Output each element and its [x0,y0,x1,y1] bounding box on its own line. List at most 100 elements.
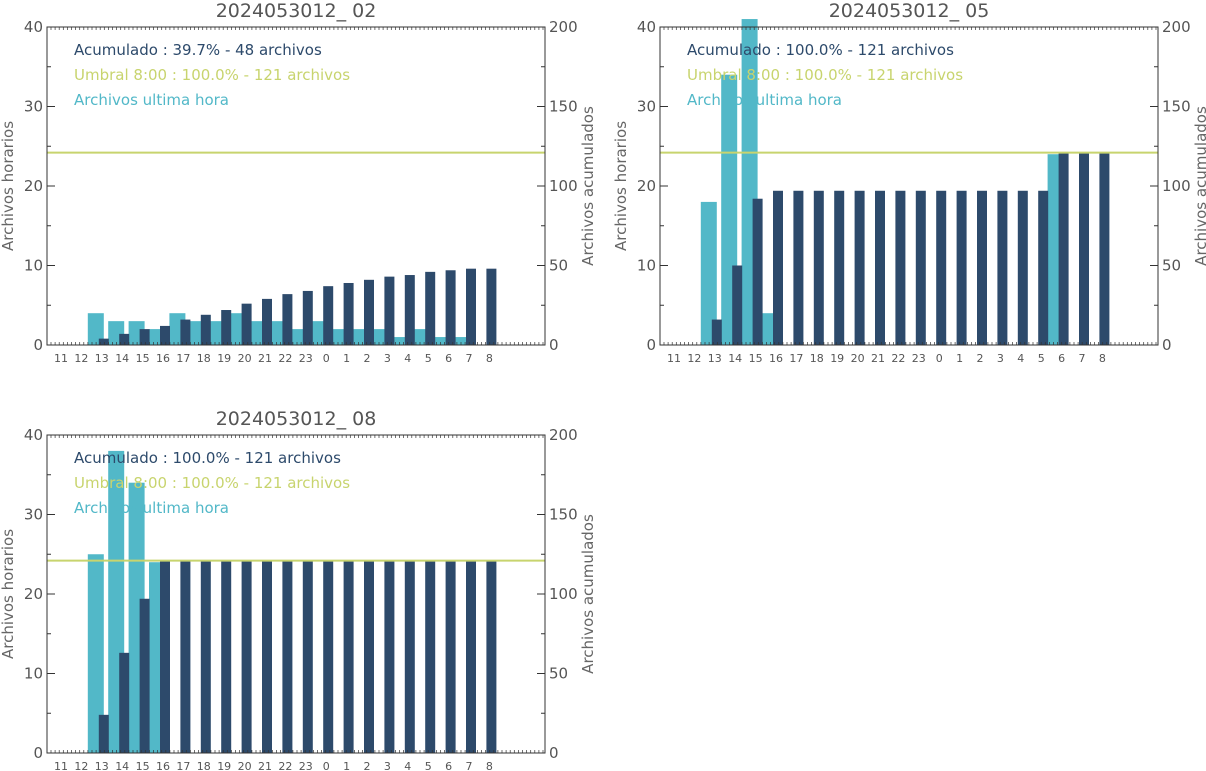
x-tick-label: 1 [956,352,963,365]
chart-title: 2024053012_ 08 [216,408,377,430]
x-tick-label: 22 [278,760,292,771]
hourly-bar [700,201,717,345]
hourly-bar [87,313,104,345]
legend-entry-hourly: Archivos ultima hora [74,91,229,109]
x-tick-label: 7 [466,352,473,365]
cumulative-bar [404,275,415,345]
x-tick-label: 5 [425,760,432,771]
legend-entry-hourly: Archivos ultima hora [687,91,842,109]
x-tick-label: 16 [156,760,170,771]
y-right-tick-label: 50 [549,665,568,683]
cumulative-bar [1038,190,1049,345]
cumulative-bar [466,560,476,753]
cumulative-bar [160,325,170,345]
chart-title: 2024053012_ 02 [216,0,377,22]
cumulative-bar [854,190,865,345]
x-tick-label: 6 [445,352,452,365]
y-right-tick-label: 0 [1162,336,1172,354]
cumulative-bar [711,319,722,345]
cumulative-bar [997,190,1008,345]
cumulative-bar [200,314,211,345]
y-right-tick-label: 100 [549,177,578,195]
x-tick-label: 14 [115,760,129,771]
cumulative-bar [282,294,293,345]
cumulative-bar [1017,190,1028,345]
x-tick-label: 17 [176,352,190,365]
y-right-tick-label: 100 [1162,177,1191,195]
cumulative-bar [221,560,232,753]
cumulative-bar [486,268,497,345]
cumulative-bar [813,190,824,345]
x-tick-label: 19 [217,352,231,365]
cumulative-bar [139,598,150,753]
cumulative-bar [486,560,497,753]
y-left-tick-label: 10 [24,665,43,683]
x-tick-label: 19 [217,760,231,771]
y-left-tick-label: 30 [24,98,43,116]
cumulative-bar [139,329,150,345]
cumulative-bar [466,268,476,345]
x-tick-label: 21 [871,352,885,365]
y-right-axis-label: Archivos acumulados [579,514,597,674]
y-right-tick-label: 0 [549,744,559,762]
cumulative-bar [384,276,395,345]
cumulative-bar [445,270,456,345]
cumulative-bar [1099,152,1110,345]
y-left-axis-label: Archivos horarios [0,121,17,251]
cumulative-bar [343,560,354,753]
cumulative-bar [119,652,130,753]
hourly-bar [434,337,451,345]
cumulative-bar [956,190,967,345]
x-tick-label: 1 [343,760,350,771]
x-tick-label: 22 [891,352,905,365]
cumulative-bar [119,333,130,345]
x-tick-label: 7 [466,760,473,771]
hourly-bar [455,337,471,345]
cumulative-bar [834,190,845,345]
x-tick-label: 15 [136,352,150,365]
y-right-tick-label: 200 [549,18,578,36]
x-tick-label: 8 [486,352,493,365]
x-tick-label: 5 [425,352,432,365]
y-left-tick-label: 30 [637,98,656,116]
cumulative-bar [98,714,109,753]
x-tick-label: 0 [323,352,330,365]
x-tick-label: 12 [74,352,88,365]
x-tick-label: 19 [830,352,844,365]
cumulative-bar [404,560,415,753]
y-left-axis-label: Archivos horarios [612,121,630,251]
x-tick-label: 8 [486,760,493,771]
x-tick-label: 16 [769,352,783,365]
y-left-tick-label: 20 [24,585,43,603]
y-left-tick-label: 0 [646,336,656,354]
y-right-axis-label: Archivos acumulados [1192,106,1206,266]
cumulative-bar [323,560,334,753]
y-left-tick-label: 0 [33,336,43,354]
x-tick-label: 4 [404,760,411,771]
cumulative-bar [773,190,783,345]
y-right-tick-label: 0 [549,336,559,354]
x-tick-label: 21 [258,352,272,365]
cumulative-bar [977,190,987,345]
y-left-tick-label: 0 [33,744,43,762]
y-left-tick-label: 40 [637,18,656,36]
cumulative-bar [302,560,313,753]
cumulative-bar [752,198,763,345]
y-right-axis-label: Archivos acumulados [579,106,597,266]
y-left-tick-label: 20 [637,177,656,195]
cumulative-bar [241,303,252,345]
x-tick-label: 0 [936,352,943,365]
x-tick-label: 23 [912,352,926,365]
x-tick-label: 11 [54,352,68,365]
legend-entry-cumulative: Acumulado : 39.7% - 48 archivos [74,41,322,59]
cumulative-bar [936,190,947,345]
cumulative-bar [180,319,191,345]
x-tick-label: 20 [238,760,252,771]
x-tick-label: 15 [136,760,150,771]
x-tick-label: 13 [95,352,109,365]
x-tick-label: 2 [364,352,371,365]
